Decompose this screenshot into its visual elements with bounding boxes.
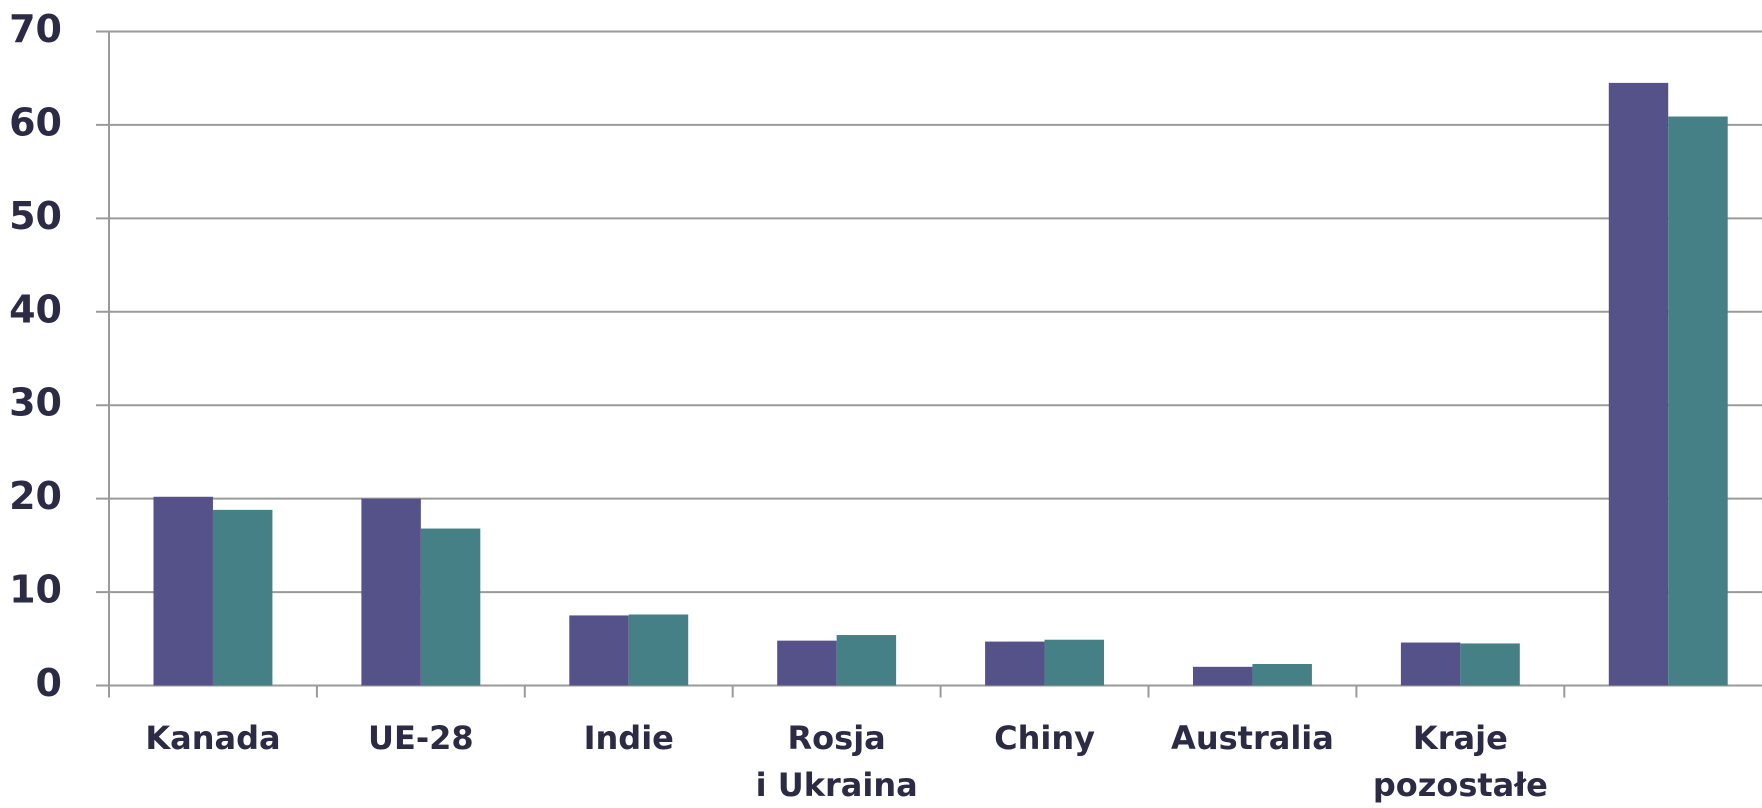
bar bbox=[836, 635, 897, 686]
bar bbox=[1668, 116, 1728, 686]
x-tick-label: Rosja i Ukraina bbox=[756, 719, 918, 804]
bar bbox=[985, 641, 1045, 686]
bar bbox=[628, 614, 689, 686]
bar bbox=[777, 640, 837, 686]
bar bbox=[212, 509, 273, 686]
bar bbox=[1400, 642, 1461, 686]
x-tick-label: Kanada bbox=[145, 719, 280, 757]
bar bbox=[1252, 664, 1312, 686]
x-tick-label: Indie bbox=[584, 719, 674, 757]
y-tick-label: 20 bbox=[9, 474, 62, 518]
bar bbox=[569, 615, 629, 686]
y-tick-label: 10 bbox=[9, 568, 62, 612]
bar bbox=[1460, 643, 1520, 686]
x-tick-label: UE-28 bbox=[368, 719, 474, 757]
bar bbox=[1044, 639, 1105, 686]
bar bbox=[1608, 82, 1669, 686]
bar bbox=[361, 498, 421, 686]
bar bbox=[1192, 666, 1253, 686]
y-tick-label: 0 bbox=[36, 661, 62, 705]
y-tick-label: 60 bbox=[9, 100, 62, 144]
y-tick-label: 50 bbox=[9, 194, 62, 238]
y-tick-label: 40 bbox=[9, 287, 62, 331]
bar bbox=[153, 496, 213, 686]
x-tick-label: Australia bbox=[1171, 719, 1334, 757]
x-tick-label: Chiny bbox=[994, 719, 1095, 757]
y-tick-label: 30 bbox=[9, 381, 62, 425]
y-tick-label: 70 bbox=[9, 7, 62, 51]
x-tick-label: Kraje pozostałe bbox=[1373, 719, 1548, 804]
bar bbox=[420, 528, 481, 686]
